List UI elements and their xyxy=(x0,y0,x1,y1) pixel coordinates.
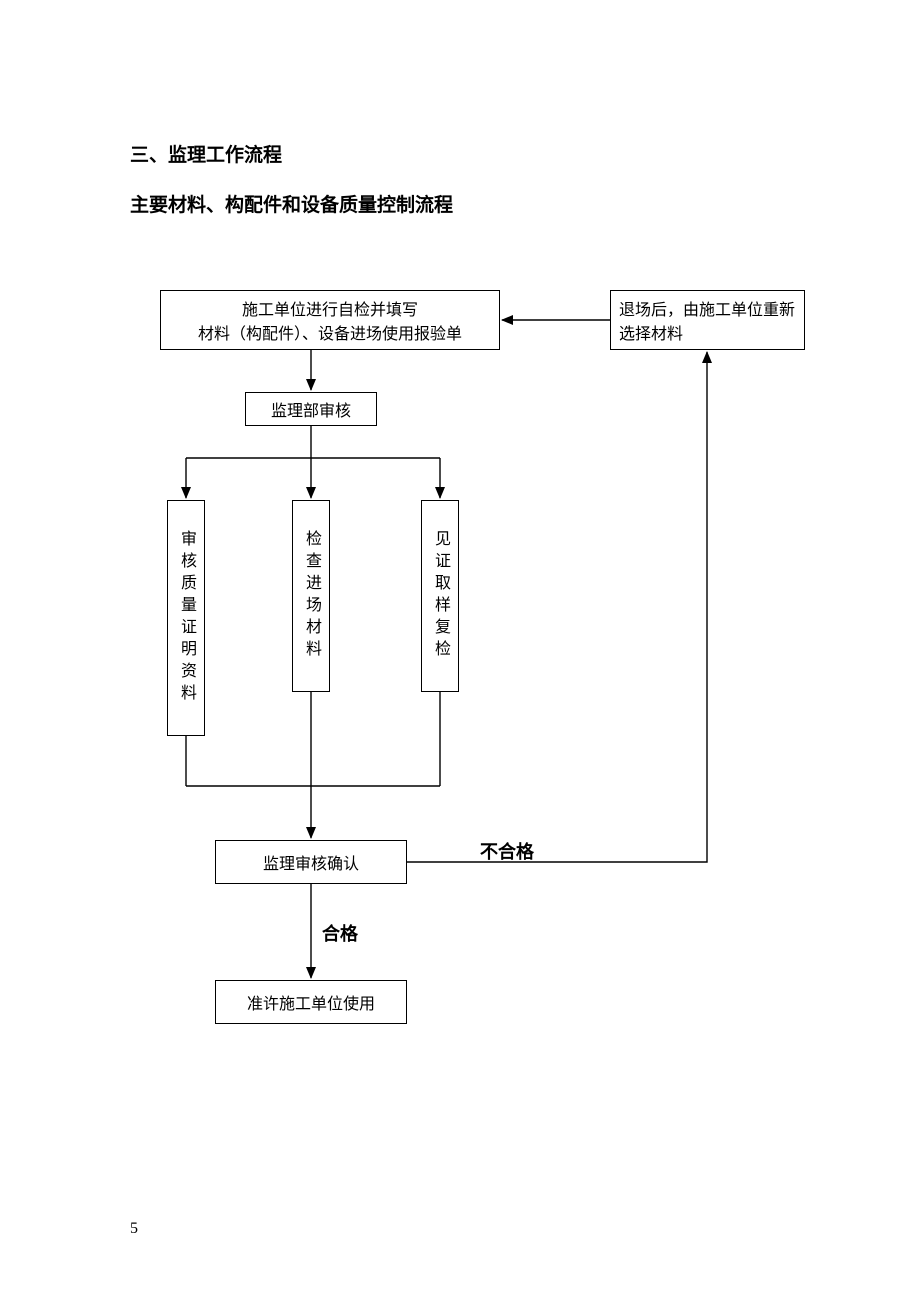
node-supervisor-review: 监理部审核 xyxy=(245,392,377,426)
label-pass: 合格 xyxy=(322,920,358,946)
page-number: 5 xyxy=(130,1220,138,1238)
node-self-inspection-line1: 施工单位进行自检并填写 xyxy=(161,296,499,320)
node-self-inspection-line2: 材料（构配件）、设备进场使用报验单 xyxy=(161,320,499,344)
node-self-inspection: 施工单位进行自检并填写 材料（构配件）、设备进场使用报验单 xyxy=(160,290,500,350)
node-inspect-materials: 检查进场材料 xyxy=(292,500,330,692)
node-review-quality-docs: 审核质量证明资料 xyxy=(167,500,205,736)
heading-subtitle: 主要材料、构配件和设备质量控制流程 xyxy=(130,190,453,217)
page: 三、监理工作流程 主要材料、构配件和设备质量控制流程 施工单位进行自检并填写 材… xyxy=(0,0,920,1302)
node-permit-use: 准许施工单位使用 xyxy=(215,980,407,1024)
label-fail: 不合格 xyxy=(480,838,534,864)
node-supervisor-confirm: 监理审核确认 xyxy=(215,840,407,884)
node-reject-reselect: 退场后，由施工单位重新选择材料 xyxy=(610,290,805,350)
node-witness-sampling: 见证取样复检 xyxy=(421,500,459,692)
heading-section: 三、监理工作流程 xyxy=(130,140,282,167)
